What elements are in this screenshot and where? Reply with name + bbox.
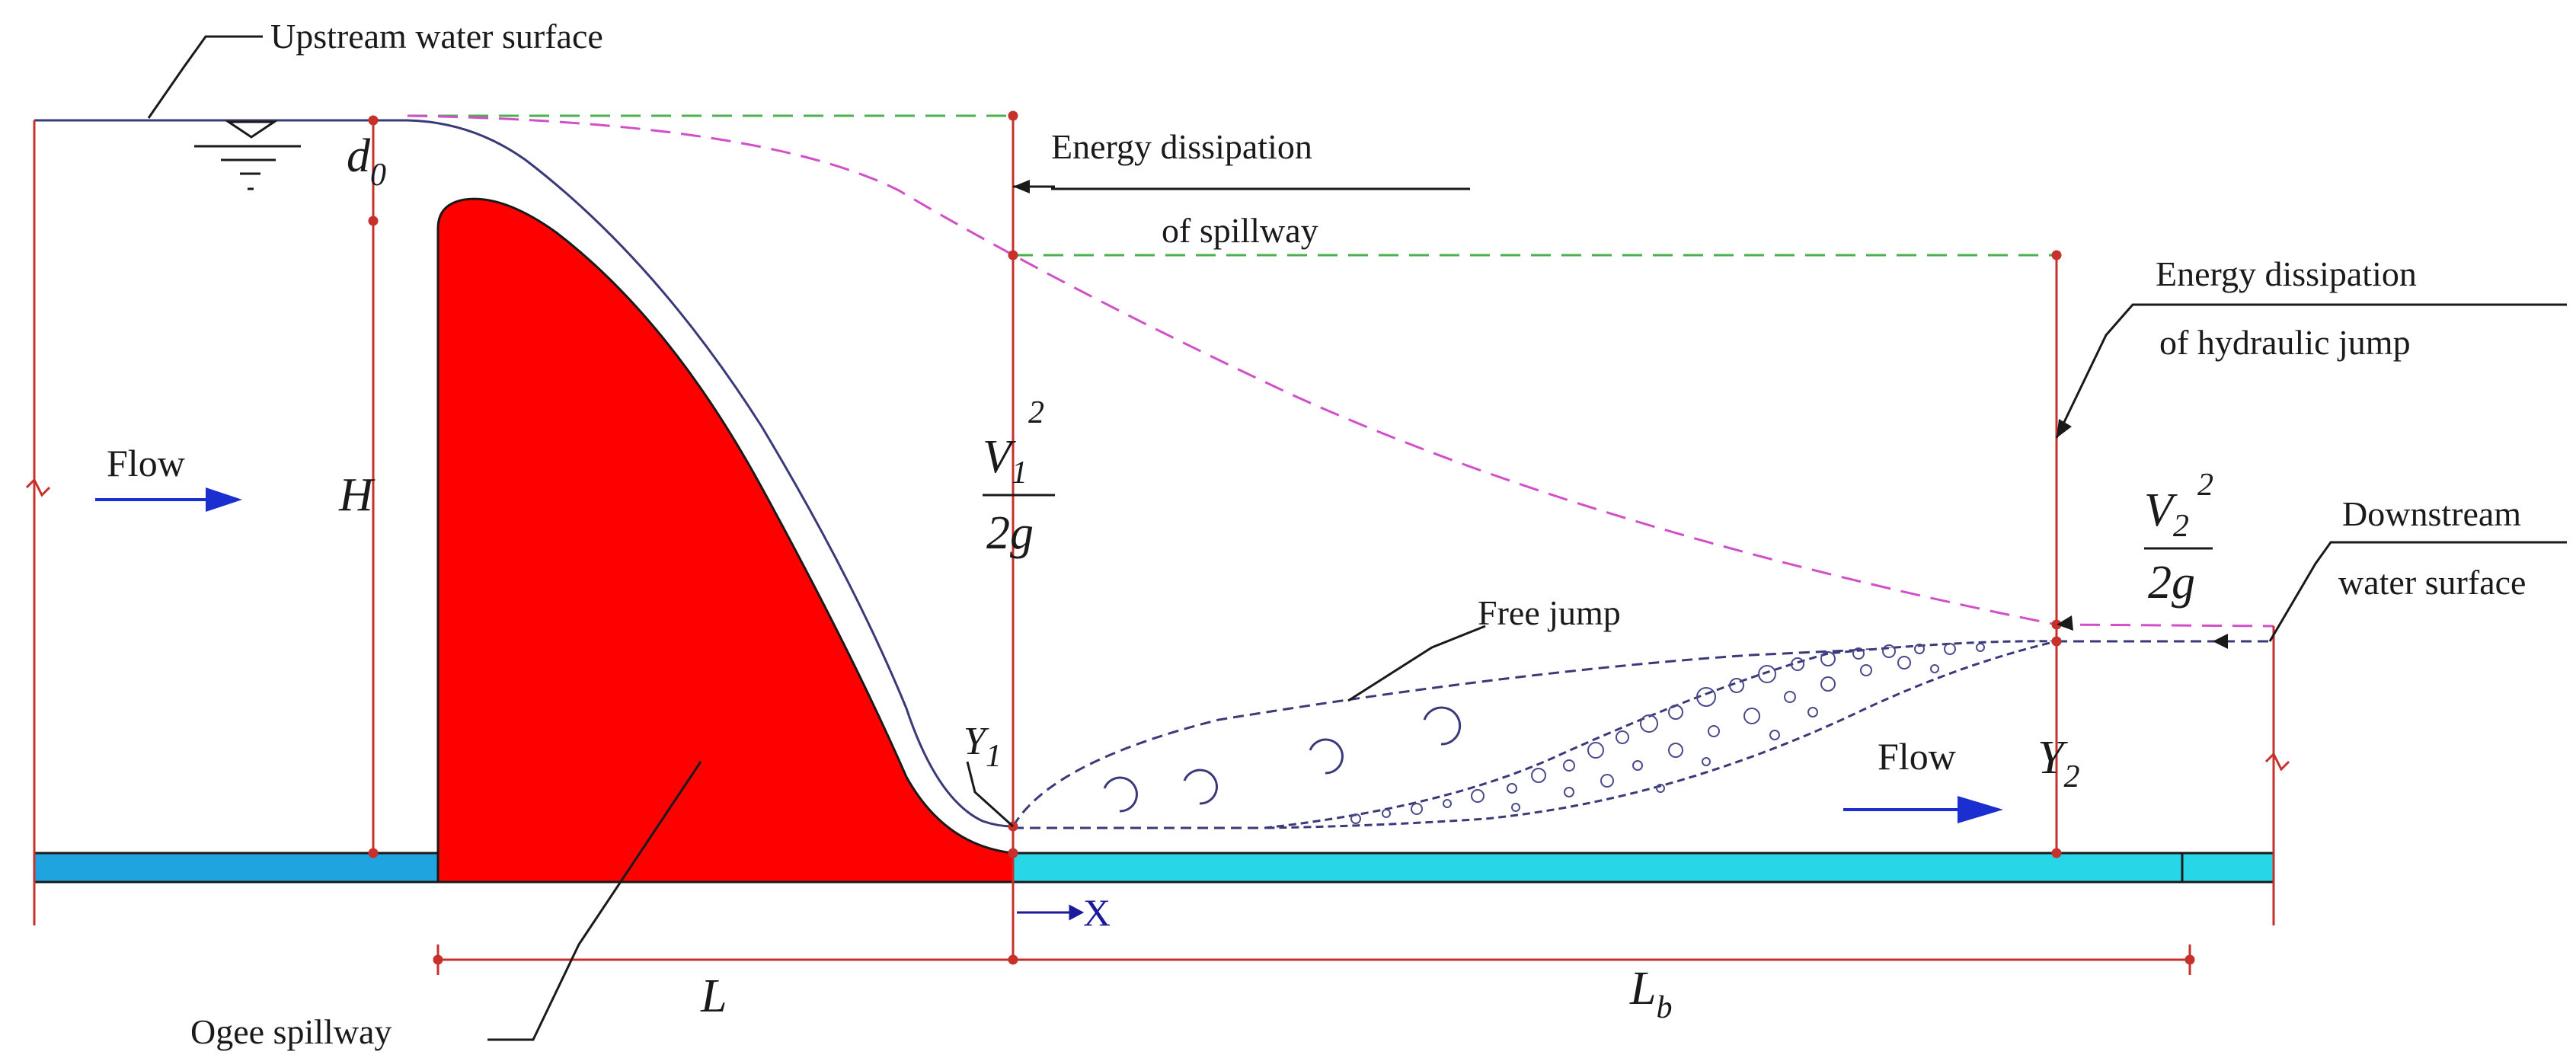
air-bubbles: [1350, 643, 1985, 824]
d0-label: d0: [347, 130, 386, 193]
ogee-spillway-body: [436, 197, 1015, 884]
v2-base: V2: [2144, 484, 2189, 544]
free-jump-label: Free jump: [1478, 593, 1621, 632]
length-Lb-label: Lb: [1629, 963, 1672, 1025]
y1-label: Y1: [964, 720, 1002, 774]
flow-arrow-downstream: [1843, 796, 2003, 823]
total-energy-line: [407, 114, 2274, 628]
nappe-water-surface: [34, 119, 1014, 828]
upstream-surface-label: Upstream water surface: [270, 17, 603, 56]
flow-label-upstream: Flow: [107, 442, 185, 484]
v1-base: V1: [983, 431, 1028, 491]
energy-jump-label-line1: Energy dissipation: [2156, 254, 2417, 293]
ogee-spillway-label: Ogee spillway: [190, 1012, 392, 1051]
v1-denominator: 2g: [986, 507, 1034, 559]
y2-label: Y2: [2037, 732, 2079, 794]
eddy-swirls: [1103, 706, 1462, 813]
water-level-symbol: [194, 120, 301, 190]
x-axis-label: X: [1083, 891, 1111, 934]
energy-spillway-label-line2: of spillway: [1162, 211, 1318, 250]
flow-arrow-upstream: [95, 487, 242, 512]
free-jump-surface: [1012, 640, 2057, 827]
leader-lines: [147, 35, 2567, 1041]
downstream-channel-bed: [1012, 852, 2275, 884]
upstream-channel-bed: [33, 852, 443, 884]
downstream-label-line1: Downstream: [2342, 494, 2521, 533]
velocity-head-v1: 2 V1 2g: [983, 395, 1055, 559]
dimension-lines: [25, 110, 2290, 975]
height-H-label: H: [338, 469, 376, 521]
v2-denominator: 2g: [2148, 557, 2195, 609]
v2-exponent: 2: [2197, 468, 2213, 503]
length-L-label: L: [700, 970, 727, 1022]
energy-jump-label-line2: of hydraulic jump: [2159, 323, 2411, 362]
v1-exponent: 2: [1028, 395, 1044, 430]
x-axis-origin-arrow: [1017, 904, 1085, 921]
energy-spillway-label-line1: Energy dissipation: [1051, 127, 1312, 166]
velocity-head-v2: 2 V2 2g: [2144, 468, 2213, 609]
downstream-label-line2: water surface: [2338, 563, 2526, 602]
leader-arrowheads: [1013, 180, 2228, 649]
flow-label-downstream: Flow: [1878, 735, 1956, 778]
